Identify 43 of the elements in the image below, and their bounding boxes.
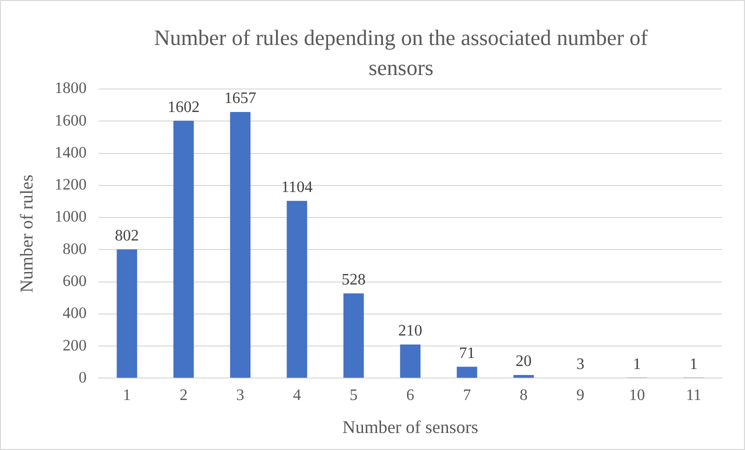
y-tick-label: 600 bbox=[62, 273, 87, 290]
x-tick-label: 9 bbox=[576, 387, 584, 404]
y-tick-label: 800 bbox=[62, 240, 87, 258]
data-label: 20 bbox=[516, 353, 532, 370]
bar bbox=[230, 112, 250, 378]
y-tick-label: 400 bbox=[62, 305, 87, 322]
y-tick-label: 1200 bbox=[54, 176, 87, 194]
x-tick-label: 11 bbox=[686, 387, 702, 404]
x-tick-label: 1 bbox=[122, 387, 131, 404]
bar bbox=[116, 249, 138, 378]
y-tick-label: 1800 bbox=[54, 80, 87, 98]
chart-title: Number of rules depending on the associated number of sensors bbox=[153, 24, 649, 82]
y-tick-label: 200 bbox=[62, 337, 87, 354]
data-label: 1104 bbox=[281, 179, 313, 196]
x-tick-label: 6 bbox=[406, 387, 414, 404]
x-tick-label: 10 bbox=[628, 387, 645, 404]
x-tick-label: 8 bbox=[520, 387, 528, 404]
bar bbox=[513, 374, 534, 378]
bar bbox=[343, 293, 364, 378]
data-label: 802 bbox=[114, 228, 139, 245]
y-tick-label: 1400 bbox=[54, 144, 87, 162]
data-label: 71 bbox=[458, 344, 475, 362]
x-tick-label: 2 bbox=[180, 387, 188, 404]
x-tick-label: 7 bbox=[462, 387, 471, 404]
x-tick-label: 4 bbox=[292, 387, 301, 404]
x-tick-label: 3 bbox=[236, 387, 244, 404]
bar bbox=[173, 120, 194, 378]
bar bbox=[286, 200, 308, 378]
y-tick-label: 1600 bbox=[54, 112, 87, 130]
bar bbox=[456, 366, 478, 378]
x-axis-title: Number of sensors bbox=[342, 416, 478, 437]
bar bbox=[400, 344, 420, 378]
data-label: 1 bbox=[632, 356, 641, 374]
data-label: 1602 bbox=[168, 99, 200, 116]
y-tick-label: 0 bbox=[78, 369, 87, 386]
x-tick-label: 5 bbox=[350, 387, 358, 404]
data-label: 210 bbox=[398, 322, 422, 340]
y-tick-label: 1000 bbox=[54, 208, 87, 226]
data-label: 1 bbox=[690, 356, 698, 374]
y-axis-title: Number of rules bbox=[16, 174, 37, 293]
data-label: 528 bbox=[342, 272, 366, 289]
data-label: 1657 bbox=[224, 90, 256, 108]
data-label: 3 bbox=[576, 356, 584, 373]
